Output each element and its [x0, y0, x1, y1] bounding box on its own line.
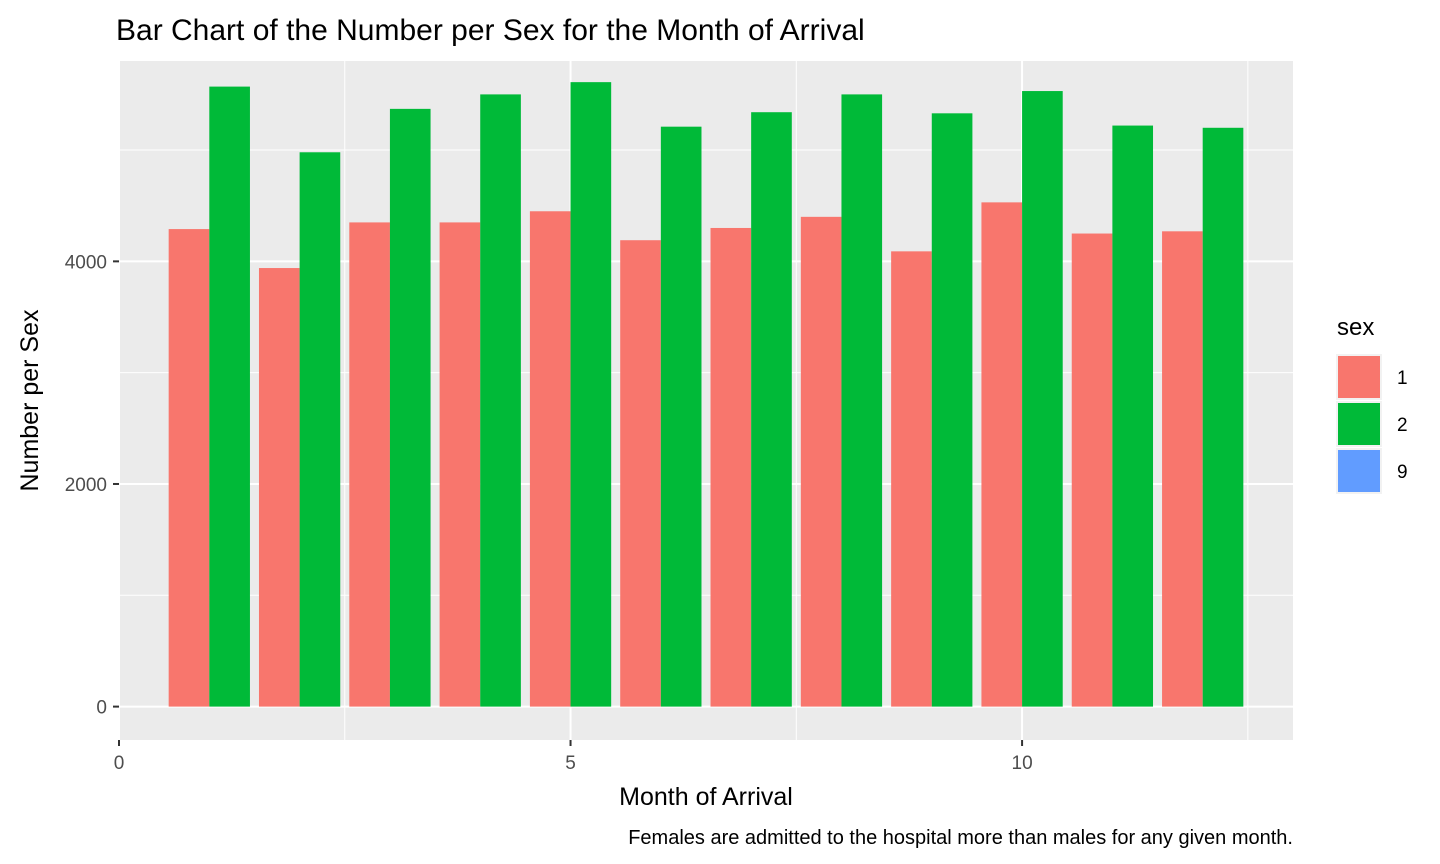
bar-month-9-sex-2: [931, 113, 973, 707]
legend-swatch-1: [1338, 356, 1380, 398]
y-axis: 0 2000 4000: [65, 252, 119, 719]
bar-month-10-sex-1: [981, 202, 1023, 707]
bar-month-7-sex-2: [751, 112, 792, 707]
y-axis-title: Number per Sex: [16, 309, 44, 492]
bar-month-5-sex-1: [529, 211, 571, 707]
x-axis: 0 5 10: [114, 740, 1033, 774]
bar-month-8-sex-2: [841, 94, 883, 707]
bar-month-5-sex-2: [570, 82, 612, 707]
y-tick-label: 2000: [65, 475, 107, 496]
bars: [168, 82, 1244, 707]
legend-label-9: 9: [1397, 462, 1408, 483]
bar-month-3-sex-2: [389, 108, 431, 707]
x-tick-label: 5: [565, 753, 576, 774]
bar-month-2-sex-2: [299, 152, 341, 707]
x-tick-label: 10: [1012, 753, 1033, 774]
bar-month-1-sex-1: [168, 229, 210, 707]
bar-month-9-sex-1: [891, 251, 932, 707]
bar-month-3-sex-1: [349, 222, 390, 707]
chart-title: Bar Chart of the Number per Sex for the …: [116, 14, 865, 47]
y-tick-label: 4000: [65, 252, 107, 273]
bar-month-6-sex-1: [620, 240, 661, 707]
legend: sex 1 2 9: [1336, 314, 1408, 494]
bar-month-11-sex-2: [1112, 125, 1154, 707]
bar-month-11-sex-1: [1071, 233, 1113, 707]
legend-swatch-9: [1338, 450, 1380, 492]
bar-month-12-sex-2: [1202, 127, 1244, 707]
bar-month-1-sex-2: [209, 86, 250, 707]
bar-month-7-sex-1: [710, 227, 752, 707]
bar-month-4-sex-2: [480, 94, 521, 707]
legend-label-1: 1: [1397, 368, 1408, 389]
bar-month-10-sex-2: [1022, 91, 1063, 707]
bar-month-4-sex-1: [439, 222, 481, 707]
bar-month-2-sex-1: [258, 268, 300, 707]
x-axis-title: Month of Arrival: [619, 783, 793, 811]
bar-month-6-sex-2: [660, 126, 702, 707]
bar-month-8-sex-1: [800, 216, 842, 707]
legend-title: sex: [1337, 314, 1374, 341]
y-tick-label: 0: [96, 698, 107, 719]
bar-month-12-sex-1: [1162, 231, 1203, 707]
legend-swatch-2: [1338, 403, 1380, 445]
x-tick-label: 0: [114, 753, 125, 774]
legend-label-2: 2: [1397, 415, 1408, 436]
chart-caption: Females are admitted to the hospital mor…: [628, 827, 1293, 849]
